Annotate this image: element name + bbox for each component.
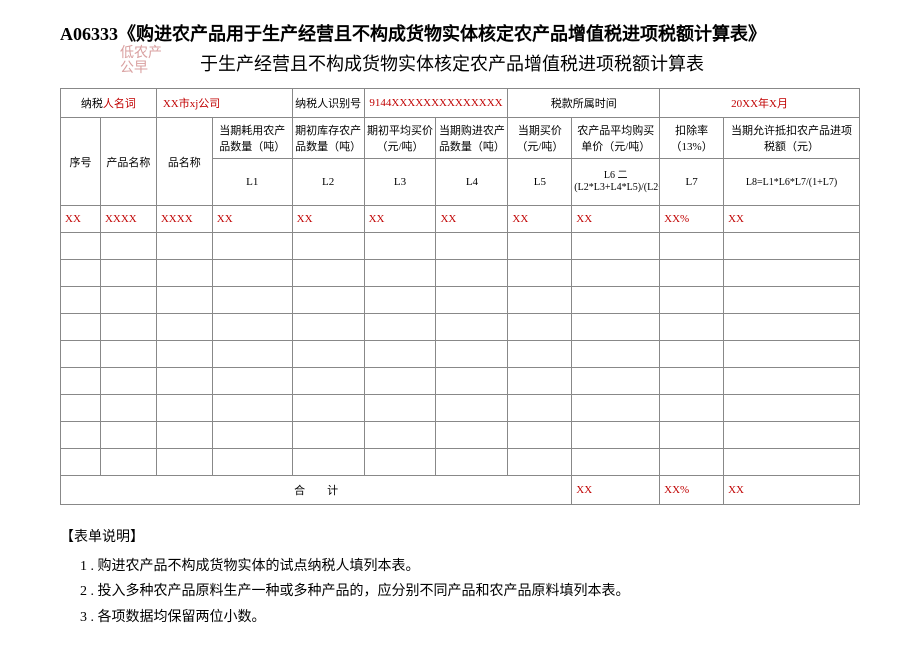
col-l6-bot: L6 二(L2*L3+L4*L5)/(L2+L4) bbox=[572, 159, 660, 206]
total-row: 合 计 XX XX% XX bbox=[61, 476, 860, 505]
col-product: 产品名称 bbox=[100, 118, 156, 206]
col-l5-top: 当期买价（元/吨） bbox=[508, 118, 572, 159]
taxpayer-name-label: 纳税人名词 bbox=[61, 89, 157, 118]
col-item: 品名称 bbox=[156, 118, 212, 206]
table-row bbox=[61, 368, 860, 395]
table-row bbox=[61, 233, 860, 260]
notes-title: 【表单说明】 bbox=[60, 525, 860, 550]
total-l8: XX bbox=[724, 476, 860, 505]
col-l2-bot: L2 bbox=[292, 159, 364, 206]
col-l2-top: 期初库存农产品数量（吨） bbox=[292, 118, 364, 159]
col-l8-bot: L8=L1*L6*L7/(1+L7) bbox=[724, 159, 860, 206]
title-rest: 《购进农产品用于生产经营且不构成货物实体核定农产品增值税进项税额计算表》 bbox=[118, 24, 766, 44]
meta-row: 纳税人名词 XX市xj公司 纳税人识别号 9144XXXXXXXXXXXXXX … bbox=[61, 89, 860, 118]
col-l6-top: 农产品平均购买单价（元/吨） bbox=[572, 118, 660, 159]
table-row bbox=[61, 422, 860, 449]
col-l3-bot: L3 bbox=[364, 159, 436, 206]
cell: XX bbox=[364, 206, 436, 233]
page-title: A06333《购进农产品用于生产经营且不构成货物实体核定农产品增值税进项税额计算… bbox=[60, 20, 860, 46]
header-row-1: 序号 产品名称 品名称 当期耗用农产品数量（吨） 期初库存农产品数量（吨） 期初… bbox=[61, 118, 860, 159]
title-code: A06333 bbox=[60, 24, 118, 44]
col-l3-top: 期初平均买价（元/吨） bbox=[364, 118, 436, 159]
cell: XX bbox=[508, 206, 572, 233]
period-value: 20XX年X月 bbox=[660, 89, 860, 118]
cell: XXXX bbox=[100, 206, 156, 233]
taxpayer-id-label: 纳税人识别号 bbox=[292, 89, 364, 118]
table-row bbox=[61, 449, 860, 476]
col-l5-bot: L5 bbox=[508, 159, 572, 206]
main-table: 纳税人名词 XX市xj公司 纳税人识别号 9144XXXXXXXXXXXXXX … bbox=[60, 88, 860, 505]
cell: XX bbox=[212, 206, 292, 233]
table-row: XX XXXX XXXX XX XX XX XX XX XX XX% XX bbox=[61, 206, 860, 233]
taxpayer-name-label-red: 人名词 bbox=[103, 98, 136, 110]
col-l4-top: 当期购进农产品数量（吨） bbox=[436, 118, 508, 159]
col-l4-bot: L4 bbox=[436, 159, 508, 206]
total-label: 合 计 bbox=[61, 476, 572, 505]
taxpayer-id-value: 9144XXXXXXXXXXXXXX bbox=[364, 89, 508, 118]
table-row bbox=[61, 287, 860, 314]
cell: XX bbox=[724, 206, 860, 233]
watermark-line2: 公早 bbox=[120, 61, 148, 76]
total-l6: XX bbox=[572, 476, 660, 505]
col-seq: 序号 bbox=[61, 118, 101, 206]
total-l7: XX% bbox=[660, 476, 724, 505]
cell: XX bbox=[572, 206, 660, 233]
table-row bbox=[61, 395, 860, 422]
notes-item: 3 . 各项数据均保留两位小数。 bbox=[80, 605, 860, 630]
notes-section: 【表单说明】 1 . 购进农产品不构成货物实体的试点纳税人填列本表。 2 . 投… bbox=[60, 525, 860, 630]
notes-item: 1 . 购进农产品不构成货物实体的试点纳税人填列本表。 bbox=[80, 554, 860, 579]
table-row bbox=[61, 341, 860, 368]
cell: XX bbox=[436, 206, 508, 233]
cell: XX% bbox=[660, 206, 724, 233]
taxpayer-name-label-black: 纳税 bbox=[81, 98, 103, 110]
period-label: 税款所属时间 bbox=[508, 89, 660, 118]
page-subtitle: 低农产 公早 于生产经营且不构成货物实体核定农产品增值税进项税额计算表 bbox=[60, 50, 860, 76]
watermark: 低农产 公早 bbox=[120, 46, 162, 77]
col-l1-top: 当期耗用农产品数量（吨） bbox=[212, 118, 292, 159]
taxpayer-name-value: XX市xj公司 bbox=[156, 89, 292, 118]
cell: XXXX bbox=[156, 206, 212, 233]
cell: XX bbox=[292, 206, 364, 233]
col-l7-top: 扣除率（13%） bbox=[660, 118, 724, 159]
col-l8-top: 当期允许抵扣农产品进项税额（元） bbox=[724, 118, 860, 159]
watermark-line1: 低农产 bbox=[120, 46, 162, 61]
table-row bbox=[61, 314, 860, 341]
col-l1-bot: L1 bbox=[212, 159, 292, 206]
notes-item: 2 . 投入多种农产品原料生产一种或多种产品的，应分别不同产品和农产品原料填列本… bbox=[80, 579, 860, 604]
cell: XX bbox=[61, 206, 101, 233]
col-l7-bot: L7 bbox=[660, 159, 724, 206]
table-row bbox=[61, 260, 860, 287]
